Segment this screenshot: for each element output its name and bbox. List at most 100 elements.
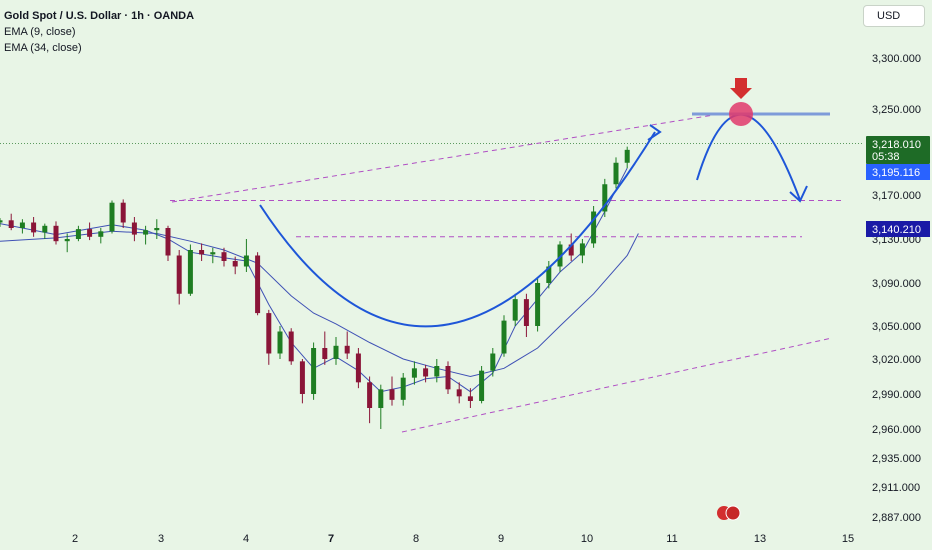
- candle-body: [143, 230, 149, 235]
- candle-body: [187, 250, 193, 294]
- candle-body: [367, 382, 373, 408]
- candle-body: [0, 220, 3, 223]
- candle-body: [501, 320, 507, 354]
- candle-body: [232, 261, 238, 267]
- candle-body: [333, 345, 339, 359]
- ema-fast-legend: EMA (9, close): [4, 26, 76, 38]
- candle-body: [568, 244, 574, 256]
- candle-body: [535, 283, 541, 326]
- candle-body: [75, 229, 81, 239]
- x-tick-label: 4: [243, 533, 249, 545]
- y-tick-label: 2,887.000: [872, 512, 921, 524]
- candle-body: [64, 239, 70, 242]
- y-tick-label: 3,300.000: [872, 53, 921, 65]
- candle-body: [434, 366, 440, 377]
- candle-body: [288, 331, 294, 362]
- candle-body: [613, 162, 619, 185]
- candle-body: [546, 266, 552, 283]
- resistance-marker: [729, 102, 753, 126]
- candle-body: [411, 368, 417, 378]
- ema-34-label-bg: [866, 221, 930, 237]
- y-tick-label: 3,020.000: [872, 354, 921, 366]
- x-tick-label: 15: [842, 533, 854, 545]
- candle-body: [299, 361, 305, 394]
- x-tick-label: 9: [498, 533, 504, 545]
- y-tick-label: 2,960.000: [872, 424, 921, 436]
- y-tick-label: 3,170.000: [872, 190, 921, 202]
- us-flag-icon: [725, 505, 741, 521]
- y-tick-label: 2,911.000: [872, 482, 920, 494]
- currency-button[interactable]: USD: [863, 5, 925, 27]
- y-tick-label: 2,935.000: [872, 453, 921, 465]
- ema-9-price-label: 3,195.116: [872, 167, 920, 179]
- candle-body: [131, 222, 137, 235]
- x-tick-label: 8: [413, 533, 419, 545]
- candle-body: [322, 348, 328, 359]
- candle-body: [490, 353, 496, 371]
- candle-body: [624, 149, 630, 163]
- x-tick-label: 13: [754, 533, 766, 545]
- ema-34-line: [0, 230, 639, 378]
- countdown-label: 05:38: [872, 151, 900, 163]
- ema-34-price-label: 3,140.210: [872, 224, 921, 236]
- y-tick-label: 3,250.000: [872, 104, 921, 116]
- candle-body: [400, 377, 406, 400]
- candle-body: [591, 211, 597, 244]
- candle-body: [210, 252, 216, 255]
- candle-body: [255, 255, 261, 314]
- candle-body: [389, 389, 395, 400]
- x-tick-label: 11: [666, 533, 677, 545]
- x-tick-label: 10: [581, 533, 593, 545]
- candle-body: [53, 225, 59, 242]
- candle-body: [42, 225, 48, 233]
- x-tick-label: 7: [328, 533, 334, 545]
- drop-arrowhead: [789, 185, 808, 203]
- y-tick-label: 3,090.000: [872, 278, 921, 290]
- projected-drop-curve: [696, 113, 801, 201]
- y-tick-label: 2,990.000: [872, 389, 921, 401]
- x-tick-label: 2: [72, 533, 78, 545]
- ema-slow-legend: EMA (34, close): [4, 42, 82, 54]
- candle-body: [557, 244, 563, 267]
- candle-body: [98, 231, 104, 237]
- candle-body: [579, 243, 585, 256]
- candle-body: [277, 331, 283, 354]
- candle-body: [221, 252, 227, 261]
- candle-body: [456, 389, 462, 397]
- channel-lower-line: [401, 337, 833, 433]
- y-tick-label: 3,050.000: [872, 321, 921, 333]
- channel-upper-line: [171, 113, 721, 203]
- candle-body: [165, 228, 171, 256]
- candle-body: [311, 348, 317, 394]
- candle-body: [176, 255, 182, 294]
- candle-body: [199, 250, 205, 255]
- candle-body: [512, 299, 518, 321]
- ema-9-label-bg: [866, 164, 930, 180]
- rounded-bottom-curve: [259, 131, 656, 328]
- symbol-title: Gold Spot / U.S. Dollar · 1h · OANDA: [4, 10, 195, 22]
- candle-body: [355, 353, 361, 383]
- candle-body: [467, 396, 473, 401]
- candle-body: [19, 222, 25, 228]
- candle-body: [266, 313, 272, 354]
- candle-body: [344, 345, 350, 354]
- candle-body: [243, 255, 249, 267]
- candle-body: [154, 228, 160, 231]
- candle-body: [8, 220, 14, 228]
- candle-body: [31, 222, 37, 233]
- candle-body: [602, 184, 608, 212]
- candle-body: [87, 229, 93, 237]
- candle-body: [109, 202, 115, 232]
- candle-body: [120, 202, 126, 223]
- down-arrow-icon: [730, 78, 752, 99]
- chart-legend: Gold Spot / U.S. Dollar · 1h · OANDA EMA…: [4, 8, 194, 56]
- candle-body: [523, 299, 529, 326]
- curve-arrowhead: [647, 124, 662, 141]
- last-price-label-bg: [866, 136, 930, 164]
- candle-body: [445, 366, 451, 390]
- candle-body: [423, 368, 429, 377]
- candle-body: [378, 389, 384, 408]
- last-price-label: 3,218.010: [872, 139, 921, 151]
